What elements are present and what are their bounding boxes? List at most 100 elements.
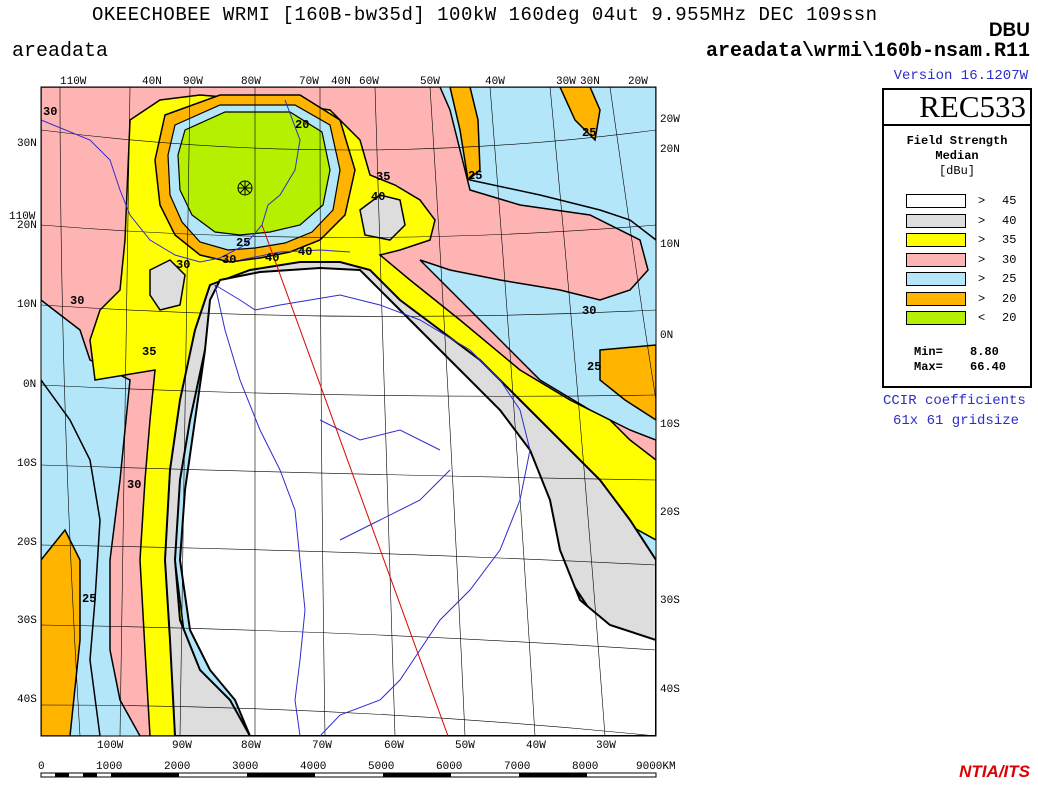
map-frame: [40, 86, 657, 737]
lon-label: 90W: [172, 740, 192, 752]
contour-label: 25: [582, 126, 596, 140]
min-label: Min=: [914, 345, 943, 359]
area-label: areadata: [12, 40, 109, 63]
great-circle-path: [261, 224, 449, 736]
lat-label: 20N: [17, 220, 37, 232]
contour-label: 20: [295, 118, 309, 132]
legend-heading: Field Strength: [906, 134, 1008, 148]
legend-value: 45: [1002, 194, 1017, 208]
contour-20-northeast-patch: [559, 87, 601, 142]
legend-op: >: [978, 253, 986, 267]
graticule: [41, 87, 656, 736]
legend-heading: Median: [935, 149, 979, 163]
km-label: 9000KM: [636, 761, 676, 773]
legend-swatch: [906, 194, 966, 208]
max-label: Max=: [914, 360, 943, 374]
legend-value: 20: [1002, 311, 1017, 325]
km-label: 3000: [232, 761, 258, 773]
contour-label: 25: [82, 592, 96, 606]
contour-below20-core: [177, 111, 331, 236]
legend-swatch: [906, 233, 966, 247]
contour-25-east: [469, 87, 656, 241]
transmitter-marker: [237, 180, 253, 196]
map-title: OKEECHOBEE WRMI [160B-bw35d] 100kW 160de…: [92, 4, 878, 26]
contour-label: 30: [582, 304, 596, 318]
contour-20-north-patch: [449, 87, 481, 182]
km-label: 4000: [300, 761, 326, 773]
legend-swatch: [906, 311, 966, 325]
lon-label: 30N: [580, 76, 600, 88]
lon-label: 80W: [241, 76, 261, 88]
max-readout: Max= 66.40: [914, 360, 1006, 374]
lat-label: 20S: [17, 537, 37, 549]
contour-label: 30: [176, 258, 190, 272]
contour-label: 40: [371, 190, 385, 204]
km-scale: 0 1000 2000 3000 4000 5000 6000 7000 800…: [38, 761, 676, 778]
lon-label: 40W: [526, 740, 546, 752]
legend-swatch: [906, 214, 966, 228]
contour-label: 30: [127, 478, 141, 492]
contour-40-west-island: [149, 259, 186, 311]
contour-label: 35: [142, 345, 156, 359]
contour-45-zone: [178, 266, 656, 736]
lat-label: 0N: [660, 330, 673, 342]
lat-label: 10S: [660, 419, 680, 431]
km-label: 6000: [436, 761, 462, 773]
lat-label: 20N: [660, 144, 680, 156]
contour-40-island: [359, 194, 406, 241]
lon-label: 30W: [556, 76, 576, 88]
lat-label: 110W: [9, 211, 36, 223]
legend-op: >: [978, 272, 986, 286]
file-path: areadata\wrmi\160b-nsam.R11: [705, 40, 1030, 63]
legend-value: 30: [1002, 253, 1017, 267]
contour-label: 25: [236, 236, 250, 250]
km-label: 7000: [504, 761, 530, 773]
lon-label: 110W: [60, 76, 87, 88]
legend-op: >: [978, 233, 986, 247]
legend-heading: [dBu]: [938, 164, 975, 178]
lat-label: 20S: [660, 507, 680, 519]
legend-op: >: [978, 214, 986, 228]
legend-value: 40: [1002, 214, 1017, 228]
max-value: 66.40: [970, 360, 1007, 374]
lat-label: 0N: [23, 379, 36, 391]
legend-value: 35: [1002, 233, 1017, 247]
contour-label: 30: [43, 105, 57, 119]
km-label: 8000: [572, 761, 598, 773]
lon-label: 20W: [628, 76, 648, 88]
contour-label: 35: [376, 170, 390, 184]
lat-label: 30N: [17, 138, 37, 150]
lon-label: 40W: [485, 76, 505, 88]
km-label: 2000: [164, 761, 190, 773]
min-value: 8.80: [970, 345, 999, 359]
contour-label: 40: [265, 251, 279, 265]
legend-op: >: [978, 194, 986, 208]
legend-op: >: [978, 292, 986, 306]
lon-label: 90W: [183, 76, 203, 88]
contour-label: 40: [298, 245, 312, 259]
km-label: 5000: [368, 761, 394, 773]
lat-label: 10N: [17, 299, 37, 311]
contour-label: 25: [468, 169, 482, 183]
lon-label: 50W: [420, 76, 440, 88]
lat-label: 40S: [17, 694, 37, 706]
lat-label: 30S: [660, 595, 680, 607]
lon-label: 30W: [596, 740, 616, 752]
lat-label: 30S: [17, 615, 37, 627]
legend-panel: REC533 Field Strength Median [dBu] > 45 …: [882, 88, 1032, 388]
km-label: 0: [38, 761, 45, 773]
ccir-coefficients-label: CCIR coefficients: [883, 393, 1026, 409]
contour-label: 25: [587, 360, 601, 374]
min-readout: Min= 8.80: [914, 345, 999, 359]
top-lon-labels: 110W 40N 90W 80W 70W 40N 60W 50W 40W 30W…: [60, 76, 648, 88]
credit-label: NTIA/ITS: [959, 762, 1030, 781]
lon-label: 70W: [312, 740, 332, 752]
legend-swatch: [906, 272, 966, 286]
bottom-lon-labels: 100W 90W 80W 70W 60W 50W 40W 30W: [97, 740, 616, 752]
contour-20-east-patch: [599, 344, 656, 421]
lon-label: 40N: [142, 76, 162, 88]
lon-label: 80W: [241, 740, 261, 752]
lon-label: 50W: [455, 740, 475, 752]
legend-value: 25: [1002, 272, 1017, 286]
lon-label: 60W: [384, 740, 404, 752]
